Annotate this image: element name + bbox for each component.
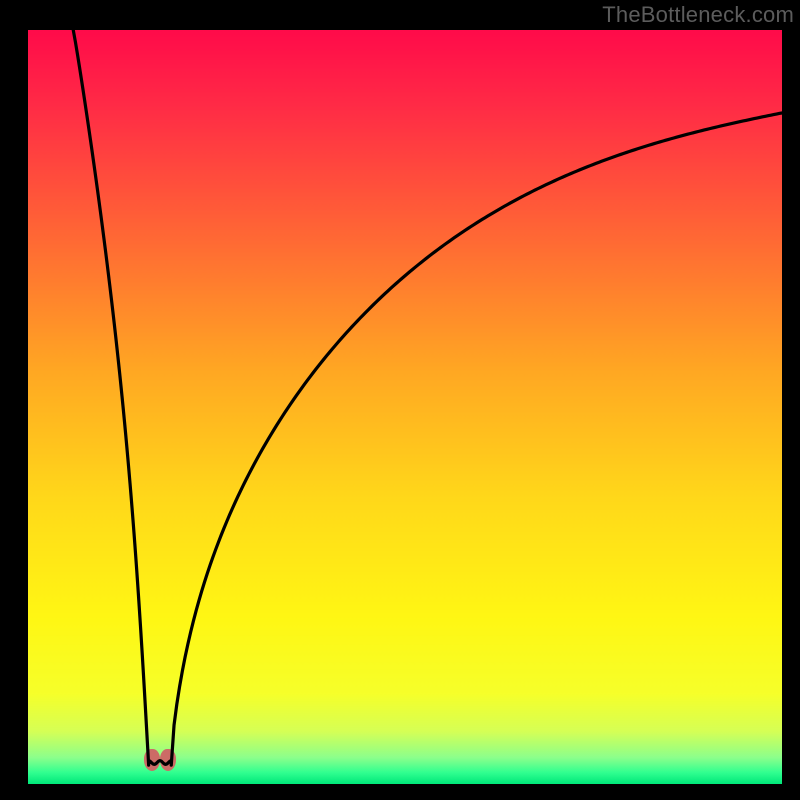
watermark-text: TheBottleneck.com [602, 2, 794, 28]
bottleneck-curve-path [73, 30, 782, 765]
plot-area [28, 30, 782, 784]
chart-frame: TheBottleneck.com [0, 0, 800, 800]
bottleneck-curve [28, 30, 782, 784]
